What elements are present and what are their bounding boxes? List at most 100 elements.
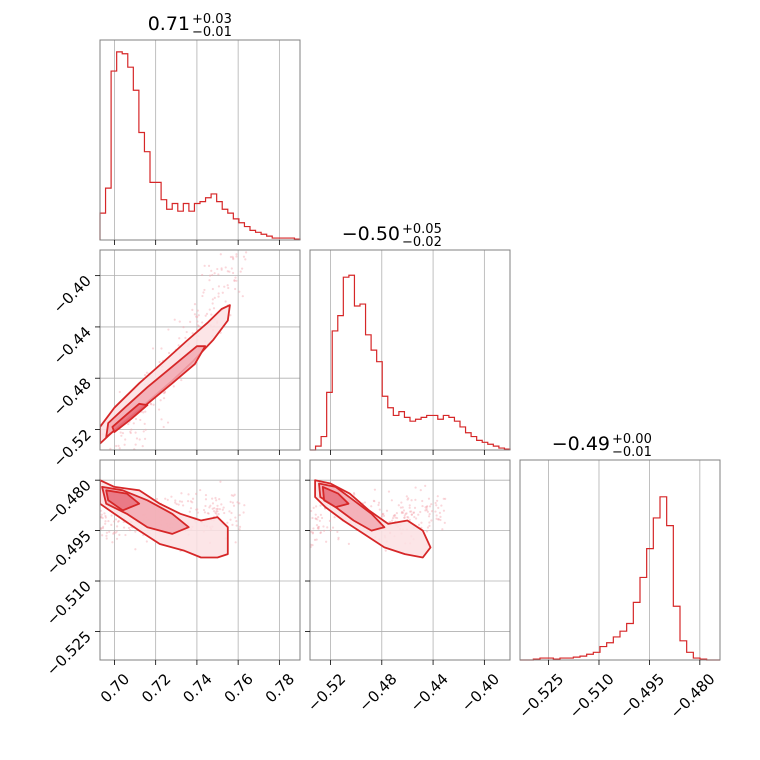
- scatter-point: [424, 509, 427, 512]
- scatter-point: [105, 537, 108, 540]
- scatter-point: [434, 501, 437, 505]
- scatter-point: [115, 444, 118, 448]
- scatter-point: [231, 271, 235, 275]
- scatter-point: [224, 266, 227, 269]
- x-axis-0-2: 0.70 0.72 0.74 0.76 0.78: [97, 660, 298, 706]
- scatter-point: [86, 510, 88, 512]
- scatter-point: [406, 498, 409, 501]
- scatter-point: [117, 466, 119, 468]
- scatter-point: [206, 512, 209, 515]
- panel-frame: [519, 459, 721, 661]
- title-plus-2: +0.00: [612, 432, 652, 447]
- scatter-point: [233, 202, 235, 204]
- scatter-point: [182, 326, 185, 329]
- scatter-point: [405, 495, 408, 498]
- scatter-point: [160, 418, 163, 421]
- scatter-point: [229, 255, 232, 259]
- scatter-point: [95, 515, 97, 517]
- scatter-point: [127, 460, 129, 462]
- scatter-point: [87, 503, 89, 505]
- scatter-point: [305, 505, 307, 507]
- scatter-point: [228, 270, 231, 273]
- scatter-point: [219, 253, 222, 256]
- scatter-point: [234, 287, 237, 291]
- scatter-point: [163, 390, 167, 393]
- scatter-point: [437, 518, 440, 521]
- scatter-point: [211, 287, 214, 291]
- scatter-point: [102, 477, 104, 479]
- scatter-point: [399, 506, 403, 509]
- scatter-point: [302, 531, 304, 533]
- scatter-point: [86, 514, 88, 516]
- scatter-point: [243, 504, 246, 507]
- scatter-point: [189, 320, 192, 323]
- histogram-step-0: [99, 51, 301, 240]
- scatter-point: [83, 511, 85, 513]
- scatter-point: [391, 519, 394, 522]
- scatter-point: [188, 510, 191, 513]
- scatter-point: [428, 524, 431, 527]
- x-tick-label: −0.52: [304, 670, 349, 715]
- scatter-point: [439, 515, 442, 518]
- scatter-point: [382, 512, 385, 515]
- scatter-point: [412, 511, 416, 514]
- scatter-point: [212, 510, 216, 513]
- scatter-point: [172, 385, 175, 388]
- histogram-step-2: [520, 496, 720, 661]
- scatter-point: [96, 498, 98, 500]
- scatter-point: [319, 531, 322, 535]
- scatter-point: [90, 516, 92, 518]
- scatter-point: [425, 505, 428, 509]
- scatter-point: [380, 515, 383, 518]
- scatter-point: [142, 430, 145, 433]
- scatter-point: [427, 515, 431, 518]
- scatter-point: [150, 403, 153, 406]
- scatter-point: [315, 524, 319, 527]
- scatter-point: [395, 512, 398, 515]
- scatter-point: [435, 514, 438, 517]
- x-tick-label: −0.40: [458, 670, 503, 715]
- scatter-point: [409, 510, 412, 513]
- scatter-point: [215, 508, 218, 511]
- scatter-point: [427, 497, 431, 500]
- scatter-point: [307, 512, 309, 514]
- scatter-point: [406, 515, 409, 519]
- scatter-point: [223, 511, 226, 515]
- scatter-point: [396, 516, 399, 520]
- scatter-point: [100, 513, 103, 516]
- scatter-point: [111, 541, 114, 544]
- scatter-point: [329, 529, 332, 532]
- scatter-point: [232, 258, 235, 261]
- contour-level-3: [321, 485, 350, 509]
- scatter-point: [221, 291, 224, 294]
- scatter-point: [425, 509, 428, 512]
- density-panel-0-1: [83, 202, 301, 513]
- panel-frame: [309, 459, 511, 661]
- title-minus-2: −0.01: [612, 445, 652, 460]
- scatter-point: [311, 532, 314, 535]
- scatter-point: [120, 434, 123, 437]
- scatter-point: [180, 500, 184, 503]
- scatter-point: [181, 504, 185, 507]
- scatter-point: [414, 486, 417, 489]
- scatter-point: [162, 392, 166, 395]
- histogram-step-1: [310, 274, 511, 451]
- scatter-point: [413, 515, 416, 519]
- scatter-point: [234, 276, 237, 279]
- scatter-point: [134, 530, 137, 533]
- scatter-point: [184, 336, 187, 339]
- scatter-point: [89, 529, 91, 531]
- scatter-point: [95, 526, 97, 528]
- scatter-point: [242, 255, 246, 258]
- scatter-point: [130, 428, 133, 431]
- scatter-point: [211, 298, 214, 301]
- scatter-point: [314, 517, 317, 520]
- scatter-point: [328, 519, 331, 522]
- scatter-point: [211, 497, 214, 500]
- scatter-point: [208, 506, 211, 509]
- scatter-point: [152, 403, 155, 406]
- scatter-point: [311, 531, 315, 534]
- scatter-point: [232, 494, 235, 497]
- scatter-point: [110, 514, 113, 517]
- scatter-point: [110, 478, 112, 480]
